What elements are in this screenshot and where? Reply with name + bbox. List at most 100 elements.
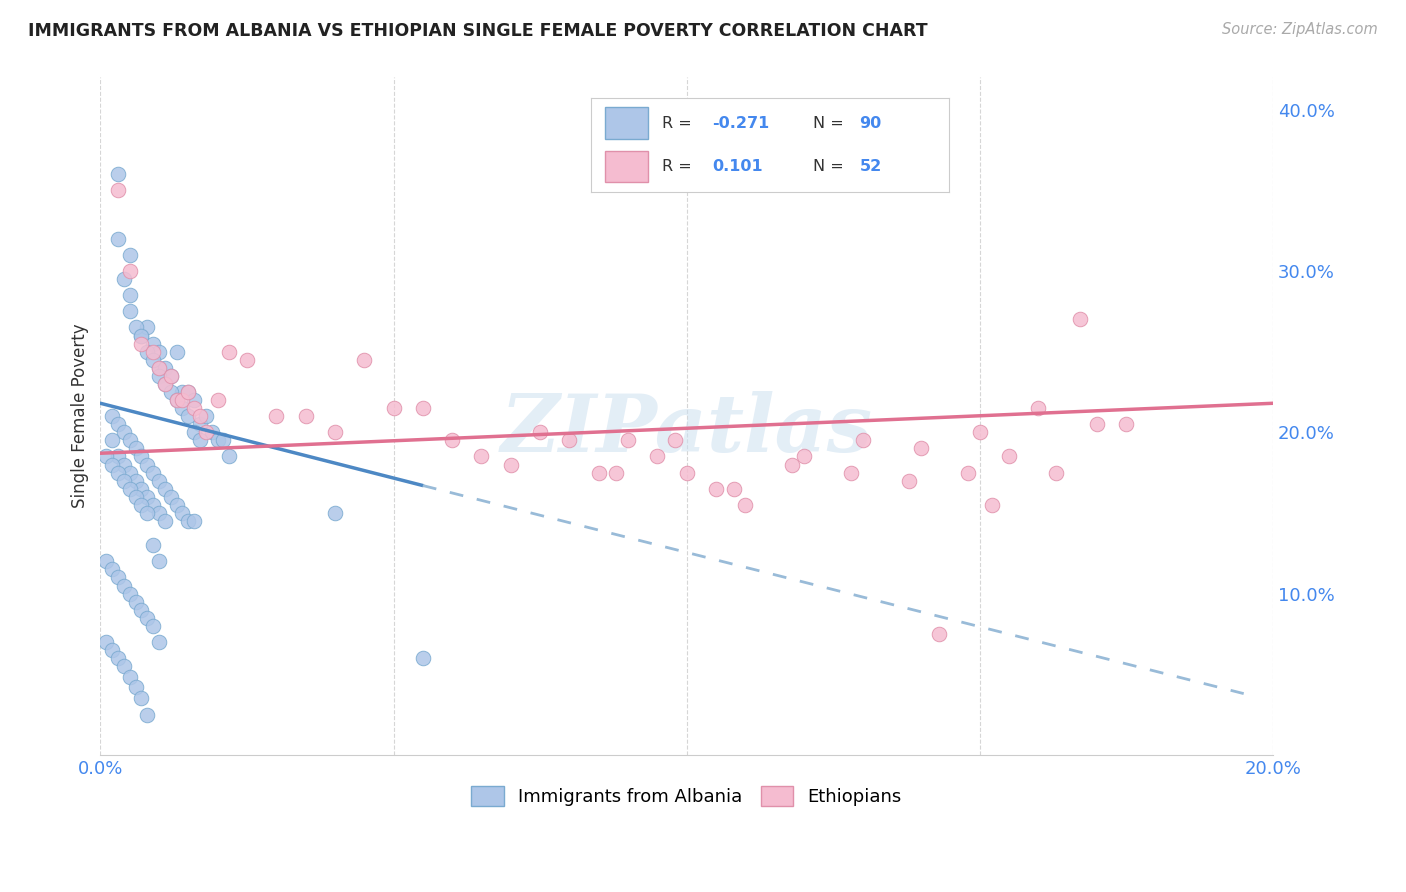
- Point: [412, 401, 434, 416]
- Point: [723, 482, 745, 496]
- Point: [101, 458, 124, 472]
- Point: [839, 466, 862, 480]
- Point: [124, 680, 146, 694]
- Point: [704, 482, 727, 496]
- Point: [177, 384, 200, 399]
- Text: -0.271: -0.271: [713, 116, 769, 131]
- Point: [131, 450, 153, 464]
- Point: [107, 466, 129, 480]
- Point: [183, 401, 205, 416]
- Point: [107, 651, 129, 665]
- Point: [136, 320, 159, 334]
- Point: [323, 425, 346, 440]
- Point: [183, 514, 205, 528]
- Point: [793, 450, 815, 464]
- Text: Source: ZipAtlas.com: Source: ZipAtlas.com: [1222, 22, 1378, 37]
- Point: [201, 425, 224, 440]
- Point: [998, 450, 1021, 464]
- Text: 90: 90: [859, 116, 882, 131]
- Point: [159, 368, 181, 383]
- Point: [1085, 417, 1108, 432]
- Point: [664, 434, 686, 448]
- Point: [136, 344, 159, 359]
- Point: [118, 248, 141, 262]
- Text: N =: N =: [813, 116, 844, 131]
- Point: [142, 344, 165, 359]
- Point: [131, 336, 153, 351]
- Point: [194, 409, 217, 424]
- Point: [910, 442, 932, 456]
- Text: N =: N =: [813, 159, 844, 174]
- FancyBboxPatch shape: [605, 151, 648, 183]
- Text: IMMIGRANTS FROM ALBANIA VS ETHIOPIAN SINGLE FEMALE POVERTY CORRELATION CHART: IMMIGRANTS FROM ALBANIA VS ETHIOPIAN SIN…: [28, 22, 928, 40]
- Point: [529, 425, 551, 440]
- Point: [898, 474, 921, 488]
- Point: [148, 360, 170, 375]
- Point: [159, 490, 181, 504]
- Point: [112, 458, 135, 472]
- Text: 52: 52: [859, 159, 882, 174]
- Point: [441, 434, 464, 448]
- Point: [980, 498, 1002, 512]
- Point: [136, 506, 159, 520]
- Point: [107, 417, 129, 432]
- Point: [1045, 466, 1067, 480]
- Point: [675, 466, 697, 480]
- Point: [1115, 417, 1137, 432]
- Point: [294, 409, 316, 424]
- Point: [172, 384, 194, 399]
- Point: [131, 328, 153, 343]
- Point: [107, 183, 129, 197]
- Point: [124, 595, 146, 609]
- Point: [412, 651, 434, 665]
- Point: [780, 458, 803, 472]
- Point: [142, 352, 165, 367]
- Point: [177, 409, 200, 424]
- Point: [131, 498, 153, 512]
- Point: [142, 336, 165, 351]
- Point: [218, 344, 240, 359]
- Point: [136, 611, 159, 625]
- Point: [142, 498, 165, 512]
- Legend: Immigrants from Albania, Ethiopians: Immigrants from Albania, Ethiopians: [464, 779, 910, 814]
- Point: [118, 586, 141, 600]
- Point: [969, 425, 991, 440]
- Point: [124, 442, 146, 456]
- Point: [159, 368, 181, 383]
- Point: [148, 368, 170, 383]
- Point: [148, 554, 170, 568]
- Point: [153, 376, 176, 391]
- Point: [1028, 401, 1050, 416]
- Point: [142, 466, 165, 480]
- Point: [183, 425, 205, 440]
- Point: [96, 450, 118, 464]
- Point: [183, 392, 205, 407]
- Point: [177, 514, 200, 528]
- Point: [118, 288, 141, 302]
- Text: R =: R =: [662, 116, 692, 131]
- Point: [172, 506, 194, 520]
- Point: [148, 506, 170, 520]
- Point: [101, 409, 124, 424]
- Point: [136, 707, 159, 722]
- Point: [153, 482, 176, 496]
- Point: [136, 490, 159, 504]
- Point: [118, 264, 141, 278]
- Point: [734, 498, 756, 512]
- Point: [153, 376, 176, 391]
- Point: [131, 328, 153, 343]
- Point: [101, 643, 124, 657]
- Point: [177, 384, 200, 399]
- Point: [131, 691, 153, 706]
- Point: [142, 619, 165, 633]
- Point: [499, 458, 522, 472]
- Point: [172, 392, 194, 407]
- Point: [207, 434, 229, 448]
- Y-axis label: Single Female Poverty: Single Female Poverty: [72, 324, 89, 508]
- Point: [112, 474, 135, 488]
- Point: [382, 401, 405, 416]
- Point: [928, 627, 950, 641]
- Point: [166, 498, 188, 512]
- Point: [124, 490, 146, 504]
- Point: [159, 384, 181, 399]
